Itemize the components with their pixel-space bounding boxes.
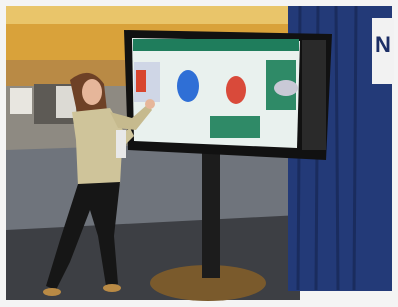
stand-pole [202, 150, 220, 278]
screen-sidebar [302, 40, 326, 150]
sign-text: N [375, 32, 391, 57]
ceiling-light [6, 6, 306, 24]
page: N (() => { const data = JSON.parse(docum… [0, 0, 398, 307]
hand [145, 99, 155, 109]
photo: N [0, 0, 398, 307]
screen-plot [226, 76, 246, 104]
booth-panel [10, 88, 32, 114]
face [82, 79, 102, 105]
screen-header [133, 39, 299, 51]
shoe [103, 284, 121, 292]
screen-plot [274, 80, 298, 96]
screen-plot [177, 70, 199, 102]
badge [116, 130, 126, 158]
screen-panel [210, 116, 260, 138]
screen-plot [136, 70, 146, 92]
shoe [43, 288, 61, 296]
